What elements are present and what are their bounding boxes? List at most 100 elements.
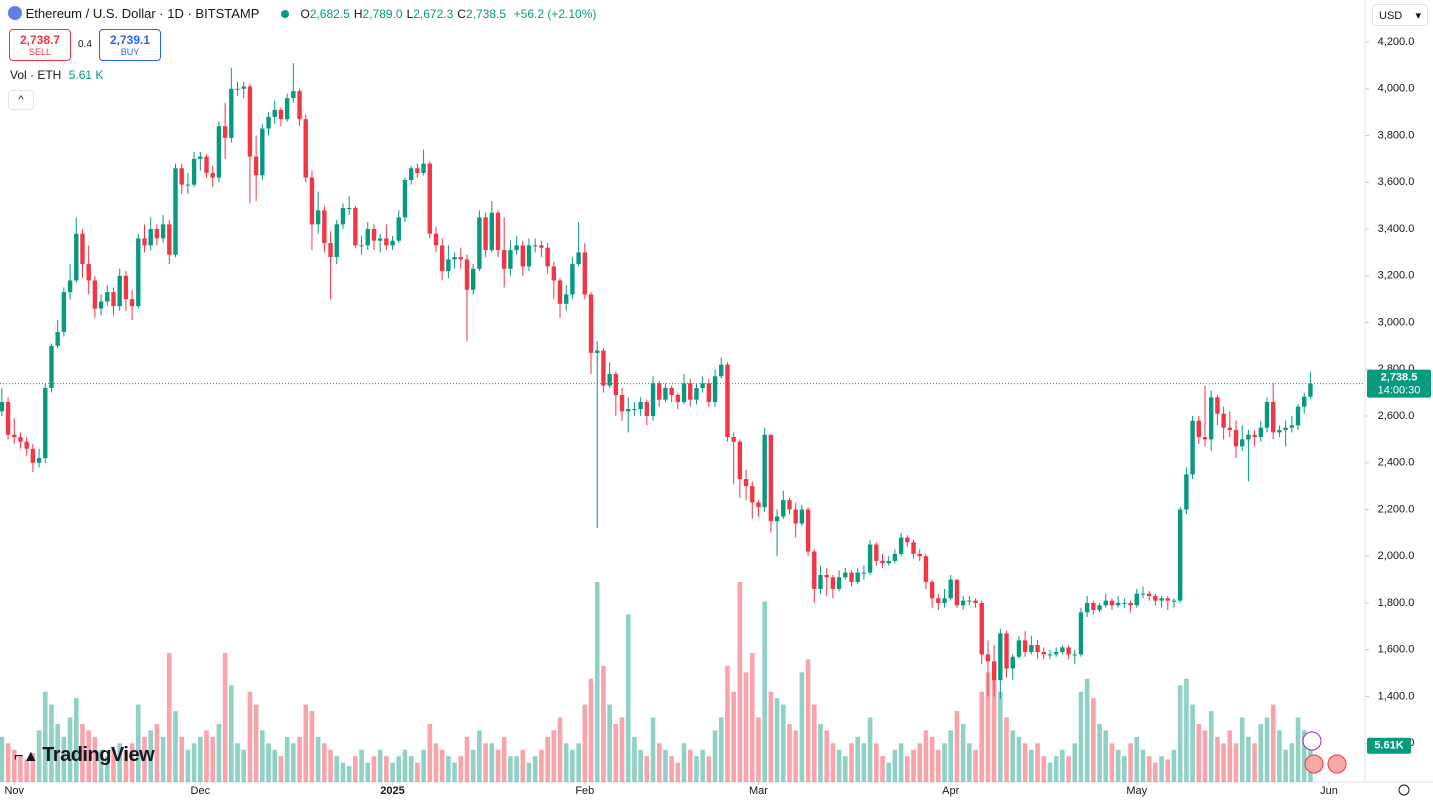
candle-body	[1053, 652, 1059, 655]
volume-bar	[260, 730, 265, 782]
candle-body	[1016, 640, 1022, 657]
candle-body	[638, 401, 643, 409]
buy-button[interactable]: 2,739.1 BUY	[99, 29, 161, 61]
candle-body	[880, 560, 885, 564]
volume-bar	[998, 691, 1003, 782]
candle-body	[160, 224, 166, 239]
candle-body	[601, 350, 606, 386]
candle-body	[253, 156, 259, 176]
volume-bar	[0, 736, 5, 782]
volume-bar	[799, 672, 805, 782]
volume-bar	[681, 743, 687, 782]
volume-bar	[886, 762, 892, 782]
candle-body	[979, 602, 984, 655]
volume-bar	[185, 749, 191, 782]
volume-bar	[774, 698, 780, 782]
volume-bar	[1184, 678, 1189, 782]
candle-body	[1029, 645, 1034, 653]
candle-body	[1215, 397, 1220, 414]
volume-bar	[1215, 736, 1220, 782]
candle-body	[1258, 427, 1264, 438]
candle-body	[1022, 640, 1028, 653]
candle-body	[1140, 593, 1146, 595]
volume-bar	[613, 723, 619, 782]
candle-body	[793, 509, 798, 524]
currency-select[interactable]: USD ▾	[1372, 4, 1428, 26]
sell-button[interactable]: 2,738.7 SELL	[9, 29, 71, 61]
x-tick-label: Nov	[4, 785, 24, 797]
candle-body	[1165, 598, 1170, 601]
volume-bar	[67, 717, 73, 782]
candle-body	[613, 373, 619, 395]
candle-body	[24, 441, 29, 449]
y-tick-label: 1,800.0	[1378, 597, 1415, 609]
volume-bar	[297, 736, 302, 782]
volume-bar	[663, 749, 668, 782]
volume-bar	[1159, 756, 1164, 782]
candle-body	[725, 364, 730, 438]
volume-bar	[322, 743, 327, 782]
candle-body	[991, 661, 997, 681]
candle-body	[508, 250, 513, 269]
candle-body	[142, 238, 147, 246]
volume-bar	[619, 717, 625, 782]
candle-body	[960, 600, 966, 606]
volume-bar	[191, 743, 197, 782]
volume-bar	[42, 691, 48, 782]
candle-body	[12, 434, 17, 438]
candle-body	[849, 572, 854, 582]
volume-bar	[11, 749, 17, 782]
volume-bar	[1289, 743, 1295, 782]
candle-body	[1103, 600, 1108, 606]
volume-bar	[148, 730, 154, 782]
volume-bar	[86, 730, 91, 782]
candle-body	[105, 292, 110, 302]
volume-bar	[421, 749, 426, 782]
volume-bar	[526, 762, 532, 782]
candle-body	[545, 247, 550, 267]
candle-body	[433, 233, 439, 246]
x-tick-label: 2025	[380, 785, 404, 797]
volume-bar	[241, 749, 247, 782]
candle-body	[346, 208, 352, 210]
candle-body	[1233, 430, 1239, 447]
candle-body	[731, 437, 736, 442]
volume-bar	[433, 743, 439, 782]
candle-body	[843, 572, 848, 578]
candle-body	[737, 441, 743, 480]
y-tick-label: 3,000.0	[1378, 316, 1415, 328]
candle-body	[167, 224, 172, 255]
candle-body	[359, 245, 364, 247]
volume-bar	[98, 749, 104, 782]
volume-bar	[1053, 756, 1059, 782]
volume-bar	[452, 762, 457, 782]
candle-body	[309, 177, 315, 225]
volume-bar	[1153, 762, 1158, 782]
volume-bar	[111, 749, 116, 782]
candle-body	[867, 544, 873, 573]
volume-bar	[1103, 730, 1109, 782]
volume-bar	[1060, 749, 1065, 782]
candle-body	[284, 98, 290, 120]
volume-bar	[570, 749, 575, 782]
volume-bar	[229, 685, 234, 782]
volume-bar	[1122, 756, 1127, 782]
candle-body	[421, 163, 426, 173]
volume-bar	[1134, 736, 1140, 782]
volume-bar	[1264, 717, 1270, 782]
volume-bar	[309, 711, 315, 782]
volume-bar	[725, 665, 730, 782]
candle-body	[694, 387, 699, 400]
collapse-button[interactable]: ^	[8, 90, 34, 110]
y-tick-label: 2,200.0	[1378, 503, 1415, 515]
candle-body	[799, 509, 805, 524]
spread: 0.4	[78, 39, 92, 50]
volume-bar	[911, 749, 916, 782]
ohlc-legend: O2,682.5 H2,789.0 L2,672.3 C2,738.5	[300, 7, 510, 21]
volume-bar	[1177, 685, 1183, 782]
candle-body	[36, 458, 42, 463]
candle-body	[297, 91, 302, 120]
volume-bar	[328, 749, 333, 782]
candle-body	[322, 210, 327, 244]
x-tick-label: Dec	[191, 785, 211, 797]
